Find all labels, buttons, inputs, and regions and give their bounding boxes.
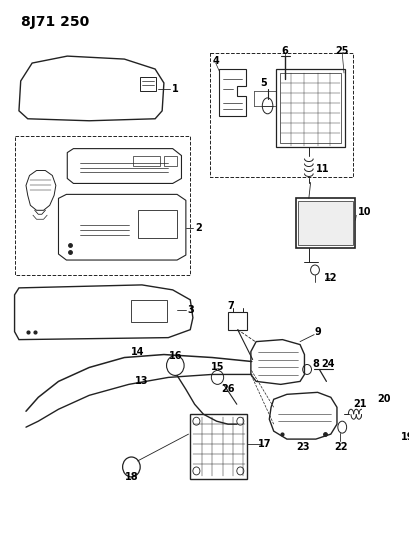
Bar — [133, 156, 159, 166]
Text: 24: 24 — [321, 359, 334, 369]
Text: 23: 23 — [295, 442, 309, 452]
Text: 8: 8 — [312, 359, 319, 369]
Text: 5: 5 — [259, 78, 266, 88]
Text: 7: 7 — [227, 301, 234, 311]
Text: 12: 12 — [323, 273, 337, 283]
Text: 20: 20 — [377, 394, 390, 405]
Bar — [140, 77, 155, 91]
Text: 2: 2 — [195, 223, 202, 233]
Text: 16: 16 — [168, 351, 182, 360]
Bar — [227, 312, 247, 330]
Text: 14: 14 — [130, 346, 144, 357]
Text: 13: 13 — [135, 376, 148, 386]
Bar — [210, 53, 352, 177]
Text: 6: 6 — [281, 46, 288, 56]
Text: 9: 9 — [313, 327, 320, 337]
Text: 22: 22 — [334, 442, 347, 452]
Bar — [190, 414, 247, 479]
Bar — [131, 300, 166, 322]
Text: 8J71 250: 8J71 250 — [21, 15, 89, 29]
Text: 25: 25 — [335, 46, 348, 56]
Bar — [137, 211, 177, 238]
Text: 15: 15 — [210, 362, 224, 373]
Text: 26: 26 — [221, 384, 234, 394]
Text: 11: 11 — [315, 164, 328, 174]
Text: 4: 4 — [212, 56, 218, 66]
Text: 3: 3 — [187, 305, 194, 315]
Bar — [295, 198, 355, 248]
Text: 17: 17 — [258, 439, 271, 449]
Text: 10: 10 — [357, 207, 371, 217]
Bar — [276, 69, 344, 147]
Bar — [298, 201, 352, 245]
Text: 19: 19 — [400, 432, 409, 442]
Text: 21: 21 — [352, 399, 366, 409]
Bar — [164, 156, 177, 166]
Bar — [279, 73, 341, 143]
Text: 1: 1 — [171, 84, 178, 94]
Text: 18: 18 — [124, 472, 138, 482]
Bar — [15, 136, 190, 275]
